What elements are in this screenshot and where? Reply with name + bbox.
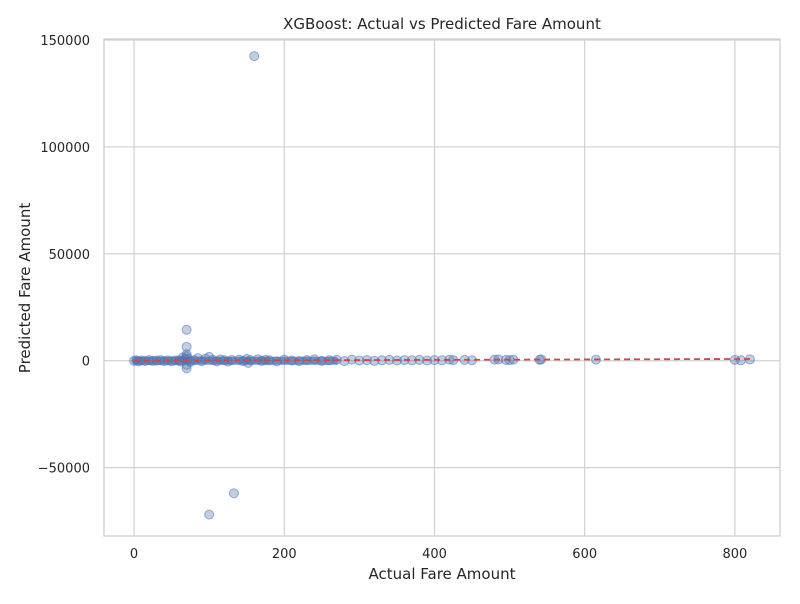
- data-point: [204, 509, 215, 520]
- data-point: [271, 356, 282, 367]
- x-axis-label: Actual Fare Amount: [369, 565, 516, 583]
- y-tick-label: 100000: [40, 141, 90, 156]
- y-tick-label: −50000: [38, 462, 90, 477]
- data-point: [181, 324, 192, 335]
- y-tick-label: 150000: [40, 34, 90, 49]
- x-tick-label: 600: [572, 547, 597, 562]
- reference-line-group: [134, 358, 750, 362]
- reference-line: [134, 358, 750, 362]
- data-point: [735, 355, 746, 366]
- y-tick-label: 0: [82, 355, 90, 370]
- y-axis-label: Predicted Fare Amount: [16, 203, 34, 374]
- data-point: [181, 341, 192, 352]
- x-tick-label: 200: [272, 547, 297, 562]
- plot-frame: [103, 38, 781, 537]
- data-point: [249, 51, 260, 62]
- x-tick-label: 0: [130, 547, 138, 562]
- data-point: [339, 356, 350, 367]
- data-point: [228, 488, 239, 499]
- y-tick-label: 50000: [49, 248, 90, 263]
- data-point: [215, 354, 226, 365]
- chart-title: XGBoost: Actual vs Predicted Fare Amount: [283, 15, 601, 33]
- x-axis-ticks: 0 200 400 600 800: [130, 547, 747, 562]
- x-tick-label: 800: [723, 547, 748, 562]
- y-axis-ticks: −50000 0 50000 100000 150000: [38, 34, 90, 477]
- x-tick-label: 400: [422, 547, 447, 562]
